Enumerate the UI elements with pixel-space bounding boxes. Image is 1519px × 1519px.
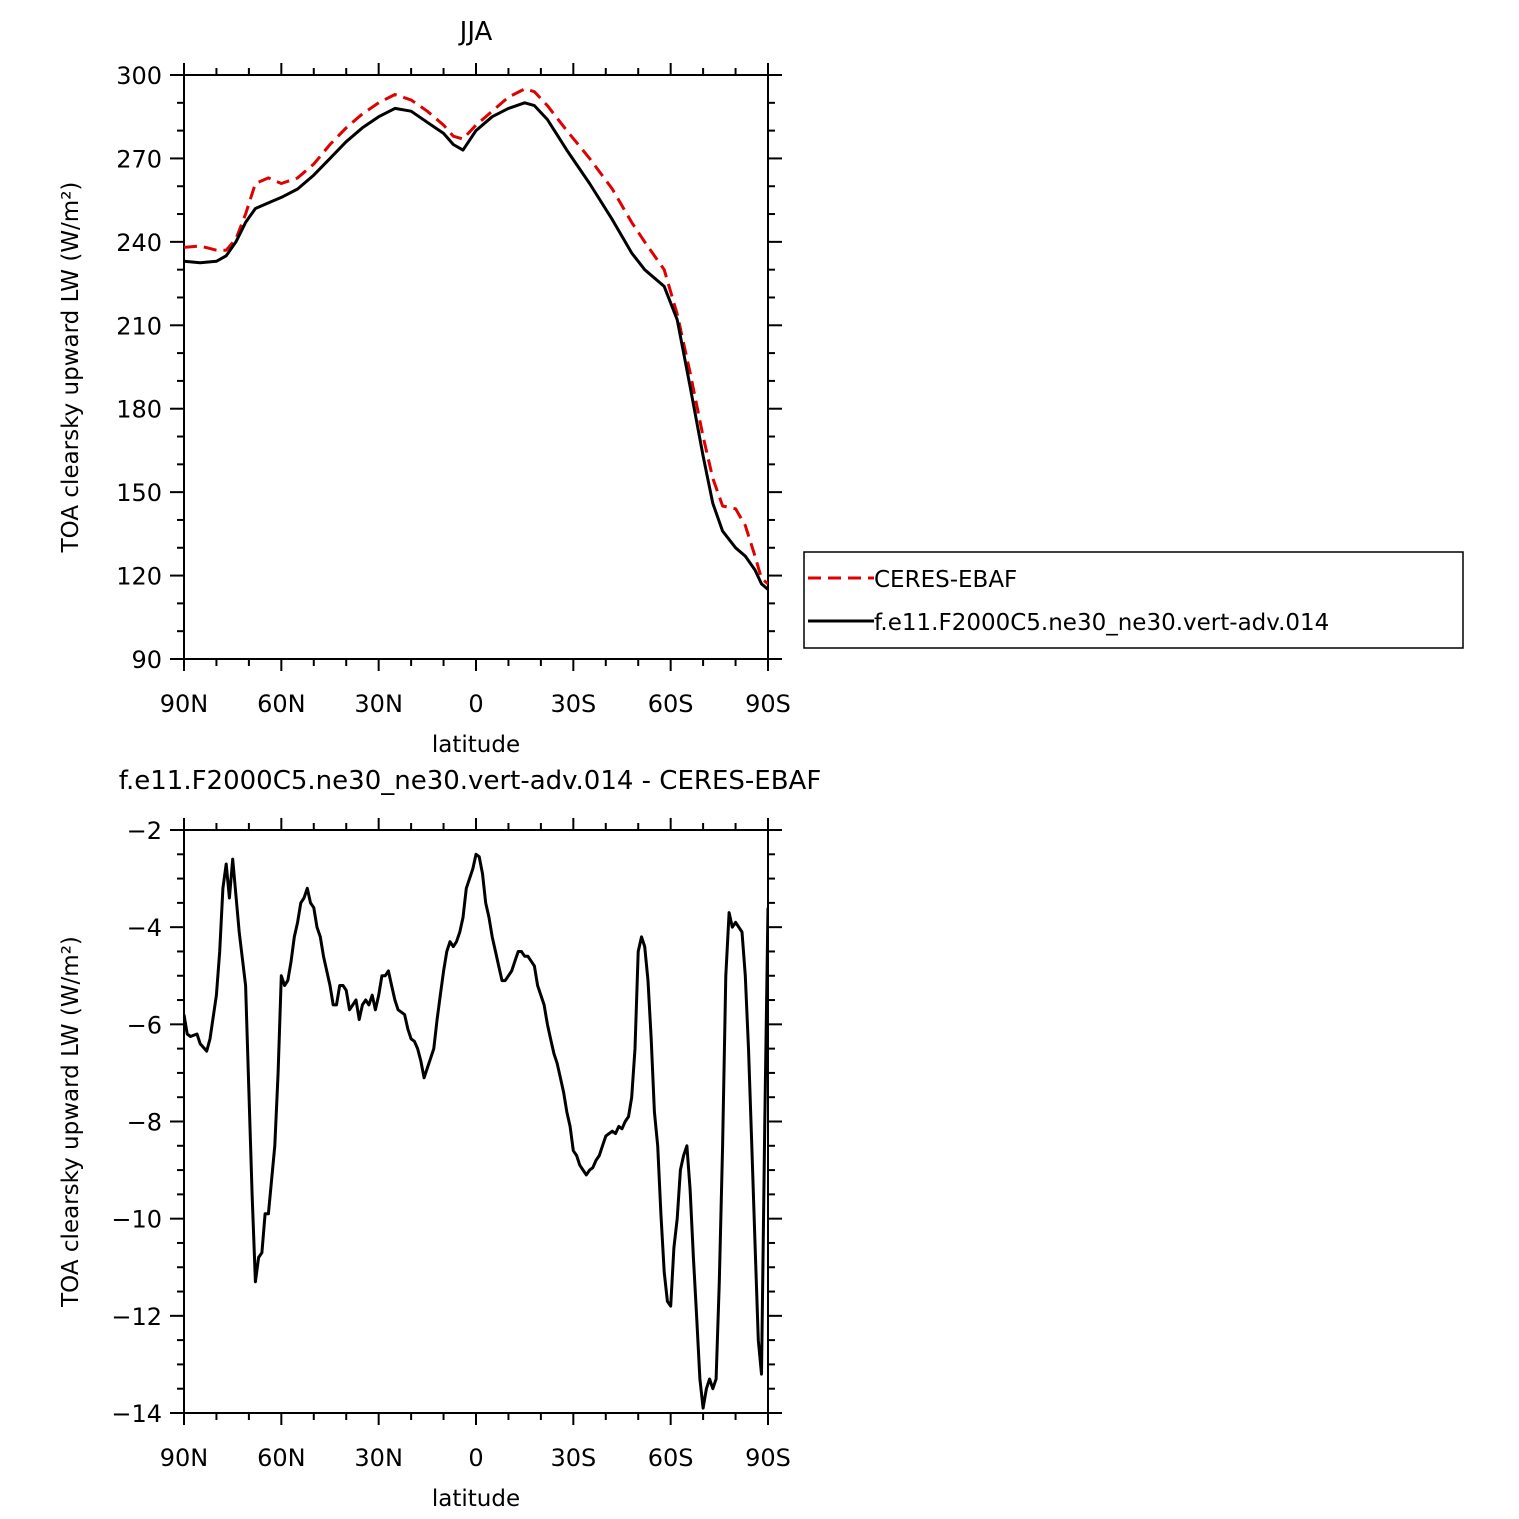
x-axis-label: latitude — [432, 1486, 520, 1512]
y-axis-label: TOA clearsky upward LW (W/m²) — [58, 936, 84, 1308]
x-tick-label: 90S — [745, 690, 791, 718]
x-tick-label: 0 — [468, 1444, 483, 1472]
y-tick-label: 300 — [116, 62, 162, 90]
y-tick-label: −2 — [127, 817, 162, 845]
y-tick-label: 180 — [116, 396, 162, 424]
y-axis-label: TOA clearsky upward LW (W/m²) — [58, 182, 84, 554]
x-axis-label: latitude — [432, 732, 520, 758]
x-tick-label: 90N — [160, 690, 209, 718]
x-tick-label: 60N — [257, 1444, 306, 1472]
y-tick-label: −4 — [127, 914, 162, 942]
y-tick-label: −10 — [111, 1206, 162, 1234]
y-tick-label: −6 — [127, 1011, 162, 1039]
legend-box — [803, 551, 1464, 649]
x-tick-label: 60S — [648, 690, 694, 718]
series-line-ceres-ebaf — [184, 87, 768, 586]
legend-entry: f.e11.F2000C5.ne30_ne30.vert-adv.014 — [874, 610, 1329, 636]
y-tick-label: 150 — [116, 479, 162, 507]
x-tick-label: 0 — [468, 690, 483, 718]
x-tick-label: 90S — [745, 1444, 791, 1472]
legend-entry: CERES-EBAF — [874, 567, 1017, 593]
y-tick-label: 210 — [116, 312, 162, 340]
y-tick-label: 120 — [116, 563, 162, 591]
y-tick-label: −14 — [111, 1400, 162, 1428]
x-tick-label: 30N — [354, 690, 403, 718]
chart-title: JJA — [458, 17, 493, 47]
y-tick-label: 240 — [116, 229, 162, 257]
chart-panel-1: 90N 60N 30N 0 30S 60S 90S 300 270 240 210 180 150 120… — [58, 17, 1464, 758]
plot-frame — [183, 74, 769, 660]
chart-panel-2: 90N 60N 30N 0 30S 60S 90S −2 −4 −6 −8 −10 −12 −14 f.e1… — [58, 766, 821, 1512]
x-tick-label: 90N — [160, 1444, 209, 1472]
series-line-difference — [184, 852, 768, 1410]
x-tick-label: 60S — [648, 1444, 694, 1472]
plot-frame — [183, 829, 769, 1414]
y-tick-label: −8 — [127, 1109, 162, 1137]
x-tick-label: 30S — [550, 690, 596, 718]
y-tick-label: −12 — [111, 1303, 162, 1331]
series-line-f-e11-f2000c5-ne30-ne30-vert-adv-014 — [184, 101, 768, 591]
x-tick-label: 60N — [257, 690, 306, 718]
x-tick-label: 30N — [354, 1444, 403, 1472]
legend: CERES-EBAF f.e11.F2000C5.ne30_ne30.vert-a… — [803, 551, 1464, 649]
y-tick-label: 270 — [116, 145, 162, 173]
x-tick-label: 30S — [550, 1444, 596, 1472]
y-tick-label: 90 — [131, 646, 162, 674]
chart-title: f.e11.F2000C5.ne30_ne30.vert-adv.014 - C… — [119, 766, 822, 796]
